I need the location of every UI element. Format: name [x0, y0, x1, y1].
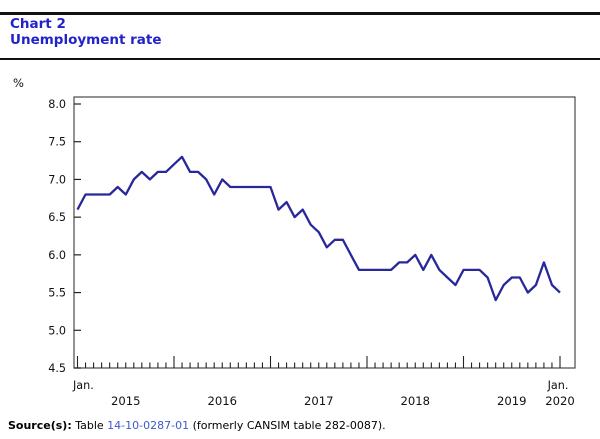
y-tick-label: 6.0: [48, 249, 66, 262]
y-tick-label: 4.5: [48, 362, 66, 375]
chart-title: Unemployment rate: [10, 31, 162, 48]
y-tick-label: 5.0: [48, 324, 66, 337]
source-table-word: Table: [75, 419, 104, 432]
y-axis-unit-label: %: [13, 76, 24, 90]
y-tick-label: 5.5: [48, 287, 66, 300]
y-tick-label: 6.5: [48, 211, 66, 224]
x-year-label: 2020: [545, 394, 575, 408]
x-year-label: 2019: [497, 394, 527, 408]
top-rule: [0, 12, 600, 15]
title-rule: [0, 58, 600, 60]
x-year-label: 2017: [304, 394, 334, 408]
x-year-label: 2018: [400, 394, 430, 408]
plot-frame: [73, 96, 576, 369]
source-suffix: (formerly CANSIM table 282-0087).: [192, 419, 386, 432]
x-year-label: 2015: [111, 394, 141, 408]
y-tick-label: 7.0: [48, 173, 66, 186]
source-table-link[interactable]: 14-10-0287-01: [107, 419, 190, 432]
y-tick-label: 7.5: [48, 136, 66, 149]
source-note: Source(s): Table 14-10-0287-01 (formerly…: [8, 419, 386, 432]
x-year-label: 2016: [207, 394, 237, 408]
x-label-jan-right: Jan.: [547, 379, 569, 392]
source-prefix: Source(s):: [8, 419, 72, 432]
title-block: Chart 2 Unemployment rate: [10, 16, 162, 49]
x-label-jan-left: Jan.: [72, 379, 94, 392]
y-tick-label: 8.0: [48, 98, 66, 111]
unemployment-rate-line-chart: 8.0 7.5 7.0 6.5 6.0 5.5 5.0 4.5 Jan. Jan. 2015 2016…: [48, 96, 576, 408]
unemployment-rate-series-line: [76, 155, 561, 302]
chart-number: Chart 2: [10, 16, 66, 32]
